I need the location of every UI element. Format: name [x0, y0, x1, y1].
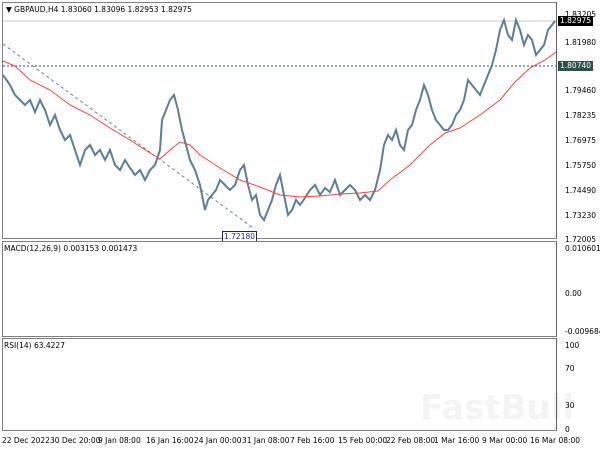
price-panel[interactable]: [2, 2, 557, 239]
dropdown-arrow-icon[interactable]: ▼: [6, 5, 12, 14]
rsi-axis-label: 100: [565, 341, 580, 350]
time-axis-label: 31 Jan 08:00: [242, 436, 290, 445]
macd-panel[interactable]: [2, 241, 557, 337]
price-axis-label: 1.74490: [565, 186, 597, 195]
time-axis-label: 22 Feb 08:00: [386, 436, 436, 445]
price-axis-label: 1.76975: [565, 136, 597, 145]
rsi-axis-label: 30: [565, 401, 575, 410]
level-price-tag: 1.80740: [558, 61, 594, 71]
time-axis-label: 22 Dec 2022: [2, 436, 50, 445]
macd-axis-label: 0.010601: [565, 244, 600, 253]
symbol-title: ▼ GBPAUD,H4 1.83060 1.83096 1.82953 1.82…: [6, 5, 192, 14]
time-axis-label: 9 Jan 08:00: [98, 436, 141, 445]
price-axis-label: 1.73230: [565, 211, 597, 220]
time-axis-label: 7 Feb 16:00: [290, 436, 335, 445]
price-axis-label: 1.78235: [565, 111, 597, 120]
time-axis-label: 30 Dec 20:00: [50, 436, 101, 445]
rsi-title: RSI(14) 63.4227: [4, 341, 65, 350]
rsi-panel[interactable]: [2, 338, 557, 431]
time-axis-label: 16 Mar 08:00: [530, 436, 581, 445]
price-axis-label: 1.83205: [565, 10, 597, 19]
macd-title: MACD(12,26,9) 0.003153 0.001473: [4, 244, 138, 253]
macd-axis-label: -0.009684: [565, 327, 600, 336]
time-axis-label: 16 Jan 16:00: [146, 436, 194, 445]
macd-axis-label: 0.00: [565, 289, 582, 298]
time-axis-label: 15 Feb 00:00: [338, 436, 388, 445]
price-axis-label: 1.75750: [565, 161, 597, 170]
price-axis-label: 1.72005: [565, 235, 597, 244]
current-price-tag: 1.82975: [558, 16, 594, 26]
price-axis-label: 1.79460: [565, 86, 597, 95]
rsi-axis-label: 0: [565, 425, 570, 434]
time-axis-label: 9 Mar 00:00: [482, 436, 528, 445]
time-axis-label: 1 Mar 16:00: [434, 436, 480, 445]
rsi-axis-label: 70: [565, 364, 575, 373]
price-axis-label: 1.81980: [565, 38, 597, 47]
time-axis-label: 24 Jan 00:00: [194, 436, 242, 445]
watermark: FastBull: [420, 388, 574, 428]
symbol-ohlc: GBPAUD,H4 1.83060 1.83096 1.82953 1.8297…: [14, 5, 192, 14]
